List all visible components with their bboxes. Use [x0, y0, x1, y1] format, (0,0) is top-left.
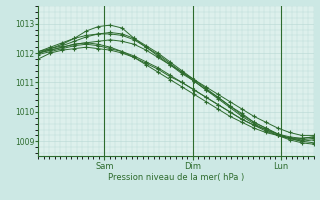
- X-axis label: Pression niveau de la mer( hPa ): Pression niveau de la mer( hPa ): [108, 173, 244, 182]
